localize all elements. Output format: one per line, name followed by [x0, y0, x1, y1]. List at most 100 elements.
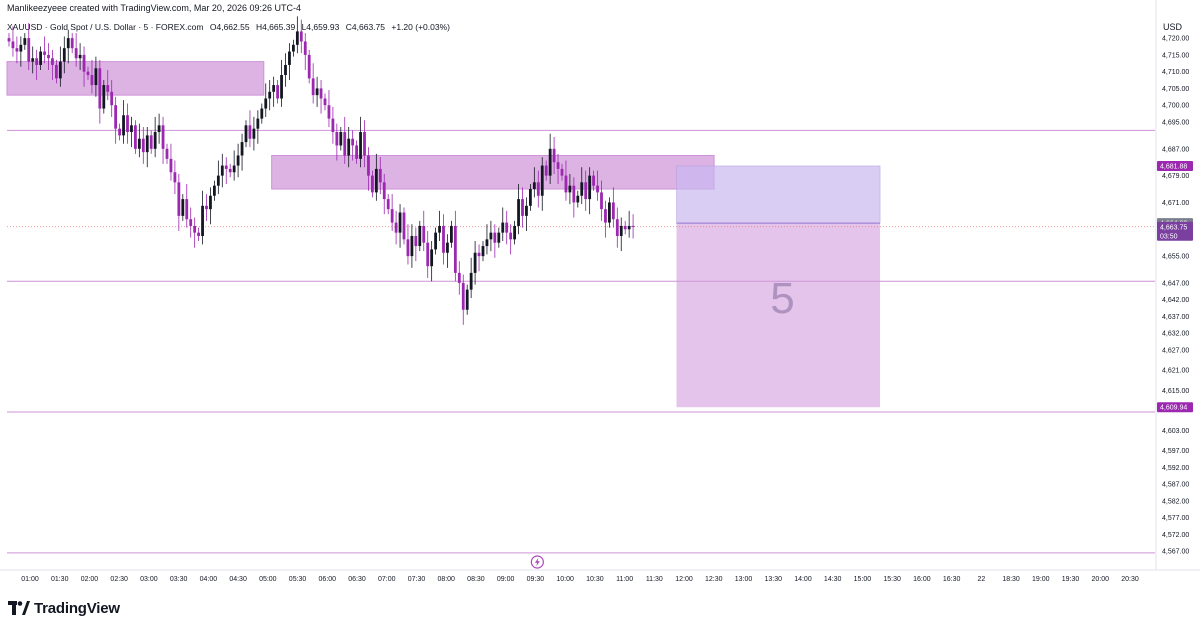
candle-body[interactable] — [489, 232, 493, 240]
candle-body[interactable] — [481, 246, 485, 257]
candle-body[interactable] — [66, 38, 70, 49]
candle-body[interactable] — [588, 175, 592, 200]
candle-body[interactable] — [414, 235, 418, 247]
candle-body[interactable] — [406, 239, 410, 257]
candle-body[interactable] — [469, 272, 473, 290]
candle-body[interactable] — [319, 88, 323, 99]
candle-body[interactable] — [623, 225, 627, 230]
candle-body[interactable] — [331, 118, 335, 133]
candle-body[interactable] — [90, 75, 94, 86]
candle-body[interactable] — [311, 78, 315, 96]
candle-body[interactable] — [453, 225, 457, 273]
candle-body[interactable] — [256, 118, 260, 129]
candle-body[interactable] — [197, 232, 200, 236]
candle-body[interactable] — [98, 68, 102, 109]
candle-body[interactable] — [450, 225, 453, 243]
upper-zone[interactable] — [6, 61, 265, 96]
candle-body[interactable] — [165, 148, 169, 159]
candle-body[interactable] — [189, 219, 193, 226]
candle-body[interactable] — [521, 199, 524, 216]
candle-body[interactable] — [153, 132, 157, 149]
candle-body[interactable] — [114, 105, 118, 129]
candle-body[interactable] — [78, 54, 82, 59]
candle-body[interactable] — [130, 125, 133, 133]
candle-body[interactable] — [47, 54, 50, 59]
candle-body[interactable] — [86, 71, 90, 76]
candle-body[interactable] — [497, 232, 501, 243]
candle-body[interactable] — [631, 225, 635, 227]
candle-body[interactable] — [292, 44, 295, 52]
candle-body[interactable] — [418, 225, 422, 247]
candle-body[interactable] — [386, 199, 390, 210]
candle-body[interactable] — [378, 168, 382, 183]
candle-body[interactable] — [201, 205, 204, 236]
position-stop-zone[interactable] — [676, 165, 881, 224]
candle-body[interactable] — [102, 85, 106, 109]
candle-body[interactable] — [323, 98, 327, 106]
candle-body[interactable] — [173, 172, 177, 183]
candle-body[interactable] — [584, 182, 588, 200]
candle-body[interactable] — [426, 242, 430, 267]
candle-body[interactable] — [544, 165, 548, 176]
candle-body[interactable] — [74, 48, 78, 59]
candle-body[interactable] — [501, 222, 505, 233]
candle-body[interactable] — [51, 58, 54, 65]
candle-body[interactable] — [473, 252, 477, 273]
candle-body[interactable] — [228, 168, 232, 173]
middle-zone[interactable] — [271, 155, 715, 190]
candle-body[interactable] — [23, 38, 27, 45]
candle-body[interactable] — [122, 115, 125, 136]
candle-body[interactable] — [31, 58, 35, 62]
candle-body[interactable] — [382, 182, 386, 200]
candle-body[interactable] — [307, 54, 311, 79]
candle-body[interactable] — [465, 289, 469, 310]
candle-body[interactable] — [284, 64, 287, 76]
candle-body[interactable] — [513, 225, 516, 240]
candle-body[interactable] — [240, 142, 244, 156]
candle-body[interactable] — [596, 185, 599, 193]
candle-body[interactable] — [374, 168, 378, 193]
candle-body[interactable] — [7, 38, 11, 42]
candle-body[interactable] — [62, 48, 66, 62]
currency-label[interactable]: USD — [1163, 22, 1183, 32]
candle-body[interactable] — [19, 44, 23, 52]
candle-body[interactable] — [248, 125, 252, 139]
candle-body[interactable] — [438, 225, 441, 233]
candle-body[interactable] — [355, 145, 358, 159]
symbol-name[interactable]: XAUUSD · Gold Spot / U.S. Dollar · 5 · F… — [7, 22, 204, 32]
candle-body[interactable] — [264, 98, 268, 109]
candle-body[interactable] — [15, 48, 19, 52]
candle-body[interactable] — [604, 209, 607, 223]
candle-body[interactable] — [505, 222, 509, 233]
candle-body[interactable] — [560, 168, 564, 176]
candle-body[interactable] — [224, 165, 228, 169]
candle-body[interactable] — [556, 162, 560, 169]
candle-body[interactable] — [260, 108, 264, 119]
candle-body[interactable] — [137, 138, 141, 149]
candle-body[interactable] — [335, 132, 339, 146]
candle-body[interactable] — [572, 185, 576, 203]
candle-body[interactable] — [540, 165, 544, 196]
candle-body[interactable] — [525, 205, 528, 216]
candle-body[interactable] — [442, 225, 445, 253]
candle-body[interactable] — [608, 202, 611, 223]
candle-body[interactable] — [493, 232, 497, 243]
candle-body[interactable] — [576, 195, 580, 203]
candle-body[interactable] — [220, 165, 224, 176]
candle-body[interactable] — [209, 195, 212, 210]
candle-body[interactable] — [552, 148, 556, 163]
candle-body[interactable] — [185, 199, 189, 220]
candle-body[interactable] — [457, 272, 461, 283]
candle-body[interactable] — [327, 105, 331, 119]
candle-body[interactable] — [35, 58, 39, 65]
candle-body[interactable] — [446, 242, 449, 253]
candle-body[interactable] — [82, 54, 86, 72]
candle-body[interactable] — [205, 205, 208, 210]
candle-body[interactable] — [106, 85, 110, 92]
candle-body[interactable] — [390, 209, 394, 223]
candle-body[interactable] — [371, 175, 374, 193]
candle-body[interactable] — [430, 249, 434, 267]
candle-body[interactable] — [161, 125, 165, 149]
candle-body[interactable] — [422, 225, 426, 243]
candle-body[interactable] — [181, 199, 185, 216]
